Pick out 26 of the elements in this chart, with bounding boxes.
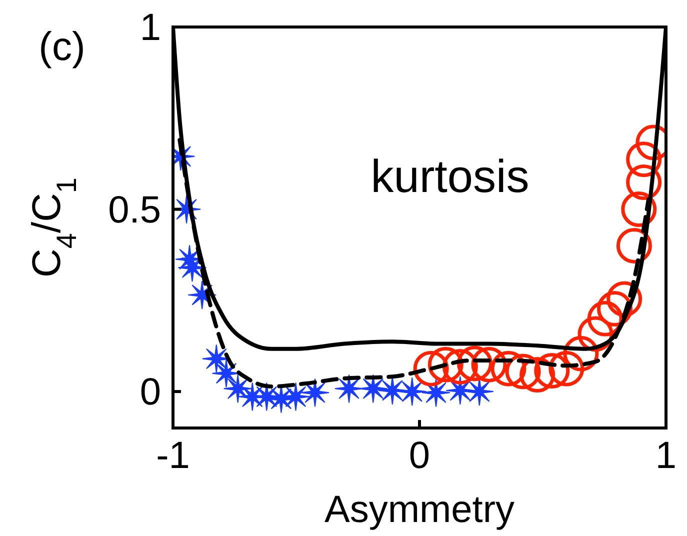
- point: [534, 353, 570, 389]
- x-tick-label: 1: [655, 435, 677, 477]
- point: [413, 350, 449, 386]
- point: [490, 350, 526, 386]
- y-tick-label: 0.5: [108, 189, 161, 232]
- point: [202, 344, 231, 374]
- text: (c): [38, 25, 86, 69]
- y-tick-label: 1: [140, 7, 161, 49]
- point: [471, 346, 507, 382]
- point: [456, 346, 492, 382]
- point: [548, 350, 584, 386]
- point: [398, 377, 427, 406]
- x-tick-label: -1: [156, 435, 190, 477]
- annotation: kurtosis: [370, 150, 530, 202]
- point: [223, 374, 252, 404]
- point: [428, 346, 464, 382]
- x-axis-title: Asymmetry: [324, 489, 514, 531]
- x-tick-label: 0: [408, 435, 430, 477]
- point: [442, 349, 478, 385]
- point: [178, 253, 207, 282]
- point: [587, 300, 623, 336]
- point: [422, 378, 451, 408]
- point: [358, 374, 388, 404]
- point: [300, 378, 330, 408]
- point: [505, 354, 541, 390]
- y-tick-label: 0: [140, 372, 161, 414]
